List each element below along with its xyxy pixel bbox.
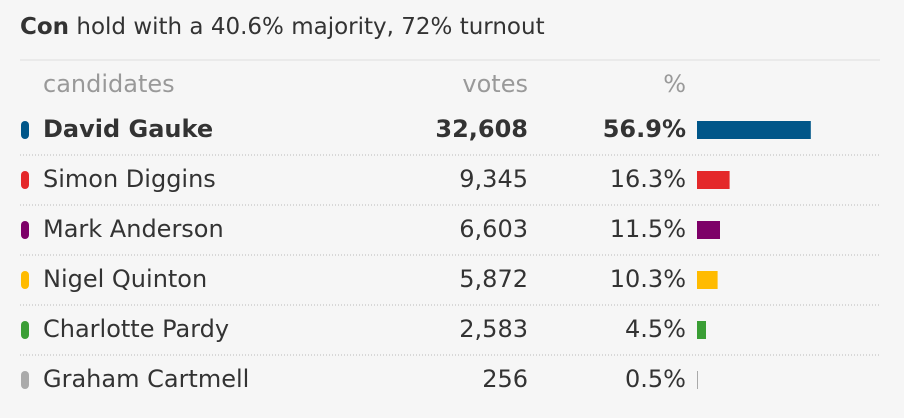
bar <box>697 171 730 189</box>
bar <box>697 371 698 389</box>
party-dot <box>21 171 29 189</box>
votes: 2,583 <box>459 315 528 343</box>
bar <box>697 221 720 239</box>
party-dot <box>21 321 29 339</box>
header: candidates <box>43 70 175 98</box>
candidate-name: Charlotte Pardy <box>43 315 229 343</box>
header: % <box>663 70 686 98</box>
title-text: hold with a 40.6% majority, 72% turnout <box>76 14 544 40</box>
party-dot <box>21 221 29 239</box>
votes: 256 <box>482 365 528 393</box>
header: votes <box>462 70 528 98</box>
candidate-name: David Gauke <box>43 115 213 143</box>
title: Con hold with a 40.6% majority, 72% turn… <box>20 14 545 40</box>
votes: 32,608 <box>435 115 528 143</box>
percent-label: 4.5% <box>625 315 686 343</box>
percent-label: 11.5% <box>610 215 686 243</box>
party-dot <box>21 121 29 139</box>
percent-label: 0.5% <box>625 365 686 393</box>
candidate-name: Graham Cartmell <box>43 365 249 393</box>
candidate-name: Mark Anderson <box>43 215 224 243</box>
bar <box>697 271 718 289</box>
votes: 5,872 <box>459 265 528 293</box>
candidate-name: Simon Diggins <box>43 165 216 193</box>
candidate-name: Nigel Quinton <box>43 265 207 293</box>
percent-label: 16.3% <box>610 165 686 193</box>
party-dot <box>21 371 29 389</box>
bar <box>697 121 811 139</box>
bar <box>697 321 706 339</box>
votes: 6,603 <box>459 215 528 243</box>
party-dot <box>21 271 29 289</box>
percent-label: 10.3% <box>610 265 686 293</box>
votes: 9,345 <box>459 165 528 193</box>
percent-label: 56.9% <box>603 115 686 143</box>
title-party: Con <box>20 14 69 40</box>
